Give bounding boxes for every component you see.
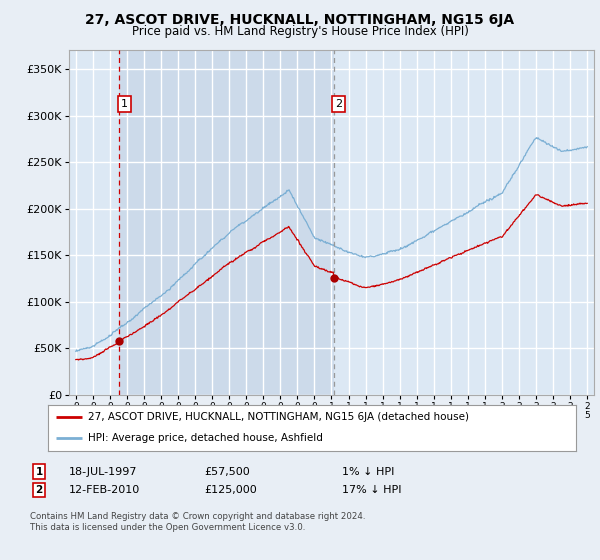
Text: 2: 2 [35,485,43,495]
Text: 1: 1 [35,466,43,477]
Text: Price paid vs. HM Land Registry's House Price Index (HPI): Price paid vs. HM Land Registry's House … [131,25,469,38]
Bar [119,50,334,395]
Text: HPI: Average price, detached house, Ashfield: HPI: Average price, detached house, Ashf… [88,433,322,444]
Text: 1% ↓ HPI: 1% ↓ HPI [342,466,394,477]
Text: 27, ASCOT DRIVE, HUCKNALL, NOTTINGHAM, NG15 6JA (detached house): 27, ASCOT DRIVE, HUCKNALL, NOTTINGHAM, N… [88,412,469,422]
Text: £125,000: £125,000 [204,485,257,495]
Text: 12-FEB-2010: 12-FEB-2010 [69,485,140,495]
Text: 27, ASCOT DRIVE, HUCKNALL, NOTTINGHAM, NG15 6JA: 27, ASCOT DRIVE, HUCKNALL, NOTTINGHAM, N… [85,13,515,27]
Text: £57,500: £57,500 [204,466,250,477]
Text: 2: 2 [335,99,342,109]
Text: 1: 1 [121,99,128,109]
Text: 17% ↓ HPI: 17% ↓ HPI [342,485,401,495]
Text: 18-JUL-1997: 18-JUL-1997 [69,466,137,477]
Text: Contains HM Land Registry data © Crown copyright and database right 2024.
This d: Contains HM Land Registry data © Crown c… [30,512,365,532]
